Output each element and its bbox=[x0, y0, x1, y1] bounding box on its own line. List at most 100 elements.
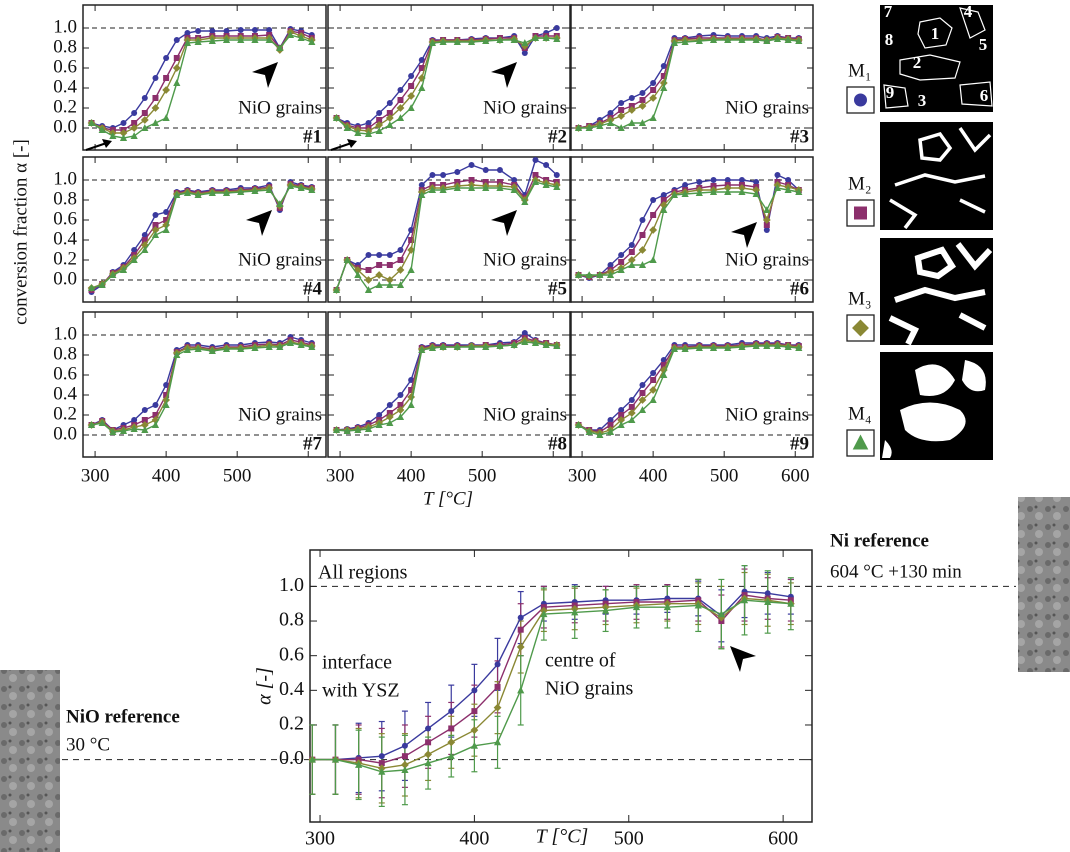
series-line bbox=[91, 185, 312, 289]
marker bbox=[521, 330, 528, 336]
marker bbox=[471, 708, 478, 715]
marker bbox=[649, 226, 658, 234]
marker bbox=[385, 114, 394, 122]
marker bbox=[627, 106, 636, 114]
marker bbox=[607, 417, 614, 423]
marker bbox=[627, 256, 636, 264]
marker bbox=[585, 428, 593, 435]
marker bbox=[542, 181, 550, 188]
marker bbox=[638, 406, 647, 413]
marker bbox=[617, 112, 626, 120]
marker bbox=[649, 256, 657, 263]
panel-frame bbox=[569, 311, 814, 458]
marker bbox=[385, 413, 394, 421]
marker bbox=[617, 124, 625, 131]
marker bbox=[141, 95, 148, 101]
y-tick-label: 1.0 bbox=[53, 168, 77, 189]
marker bbox=[308, 38, 316, 45]
panel-label: #8 bbox=[548, 433, 567, 454]
marker bbox=[386, 419, 394, 426]
marker bbox=[141, 417, 148, 423]
marker bbox=[109, 132, 117, 139]
marker bbox=[628, 95, 635, 101]
marker bbox=[152, 412, 159, 418]
y-tick-label: 0.4 bbox=[53, 228, 77, 249]
arrow-head bbox=[102, 139, 112, 148]
panel-label: #4 bbox=[303, 278, 323, 299]
marker bbox=[425, 739, 432, 746]
marker bbox=[717, 610, 725, 618]
panel-frame bbox=[327, 4, 572, 151]
panel-annotation: NiO grains bbox=[725, 97, 809, 118]
region-label: 6 bbox=[980, 86, 989, 105]
marker bbox=[752, 342, 760, 349]
marker bbox=[618, 107, 625, 113]
marker bbox=[511, 177, 518, 183]
arrowhead bbox=[731, 222, 757, 248]
panel-frame bbox=[82, 156, 327, 303]
marker bbox=[208, 347, 216, 354]
marker bbox=[639, 90, 646, 96]
marker bbox=[408, 83, 415, 89]
marker bbox=[141, 407, 148, 413]
marker bbox=[532, 157, 539, 163]
marker bbox=[650, 80, 657, 86]
marker bbox=[386, 110, 393, 116]
marker bbox=[852, 434, 869, 450]
marker bbox=[375, 121, 384, 129]
marker bbox=[482, 167, 489, 173]
marker bbox=[130, 124, 139, 132]
mask-outline bbox=[888, 242, 993, 346]
marker bbox=[553, 183, 561, 190]
y-tick-label: 0.6 bbox=[53, 56, 77, 77]
marker bbox=[375, 271, 384, 279]
marker bbox=[695, 344, 703, 351]
arrowhead bbox=[252, 62, 278, 88]
marker bbox=[376, 110, 383, 116]
marker bbox=[87, 421, 96, 428]
marker bbox=[752, 190, 760, 197]
marker bbox=[131, 417, 138, 423]
marker bbox=[638, 396, 647, 404]
marker bbox=[439, 343, 447, 350]
region-label: 4 bbox=[964, 2, 973, 21]
marker bbox=[429, 172, 436, 178]
y-tick-label: 0.6 bbox=[279, 643, 304, 665]
marker bbox=[453, 343, 461, 350]
marker bbox=[784, 186, 792, 193]
marker bbox=[521, 39, 529, 46]
marker bbox=[297, 341, 305, 348]
marker bbox=[130, 425, 138, 432]
annotation: centre of bbox=[545, 650, 616, 672]
marker bbox=[618, 412, 625, 418]
marker bbox=[237, 36, 245, 43]
marker bbox=[332, 426, 341, 433]
panel-label: #7 bbox=[303, 433, 323, 454]
marker bbox=[365, 267, 372, 273]
y-tick-label: 0.0 bbox=[53, 116, 77, 137]
marker bbox=[510, 341, 518, 348]
marker bbox=[173, 37, 180, 43]
marker bbox=[710, 183, 717, 189]
marker bbox=[343, 256, 351, 263]
marker bbox=[496, 36, 504, 43]
marker bbox=[606, 428, 615, 435]
x-tick-label: 500 bbox=[468, 465, 497, 486]
series-line bbox=[91, 183, 312, 291]
x-tick-label: 400 bbox=[152, 465, 181, 486]
marker bbox=[173, 79, 181, 86]
marker bbox=[617, 421, 625, 428]
marker bbox=[354, 426, 362, 433]
marker bbox=[386, 100, 393, 106]
marker bbox=[396, 104, 405, 112]
marker bbox=[428, 186, 437, 193]
marker bbox=[738, 36, 746, 43]
marker bbox=[237, 345, 245, 352]
marker bbox=[141, 124, 149, 131]
marker bbox=[574, 271, 583, 278]
masks bbox=[880, 5, 993, 460]
marker bbox=[639, 390, 646, 396]
x-tick-label: 400 bbox=[459, 828, 489, 850]
marker bbox=[162, 221, 171, 229]
